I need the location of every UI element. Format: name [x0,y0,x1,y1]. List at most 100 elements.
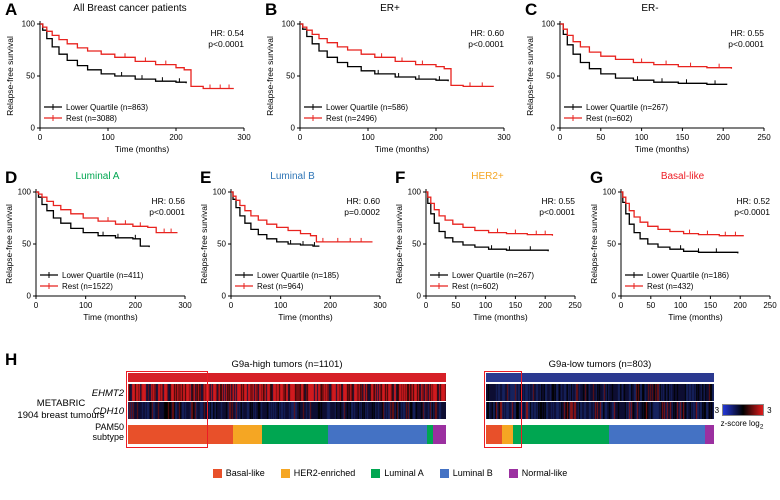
pam50-segment [513,425,610,444]
colorbar-min-label: -3 [712,405,720,415]
survival-curve-lower-quartile [425,191,549,252]
survival-curve-rest [230,191,372,243]
pam50-segment [426,425,434,444]
y-axis-label: Relapse-free survival [4,204,14,284]
pam50-segment [501,425,514,444]
x-tick-label: 100 [78,301,92,310]
hazard-ratio-text: HR: 0.52 [736,196,770,206]
legend-label: Rest (n=964) [257,282,304,291]
km-plot-F: 0 50 100 0 50 100 150 200 250 Relapse-free surviv… [394,188,582,323]
x-tick-label: 250 [763,301,777,310]
cohort-name: METABRIC [36,398,86,409]
y-axis-label: Relapse-free survival [525,36,535,116]
x-tick-label: 0 [558,133,563,142]
legend-swatch [371,468,381,478]
p-value-text: p<0.0001 [728,39,764,49]
x-axis-label: Time (months) [635,144,690,154]
survival-curve-rest [620,191,744,237]
y-tick-label: 0 [291,124,296,133]
y-tick-label: 0 [611,292,616,301]
heatmap-block-title: G9a-low tumors (n=803) [548,359,652,370]
y-tick-label: 0 [416,292,421,301]
legend-label: Rest (n=2496) [326,114,377,123]
legend-label: Lower Quartile (n=863) [66,103,148,112]
x-tick-label: 100 [635,133,649,142]
y-tick-label: 100 [17,188,31,197]
x-tick-label: 150 [508,301,522,310]
y-tick-label: 100 [602,188,616,197]
x-tick-label: 200 [717,133,731,142]
group-color-bar [128,373,446,382]
km-plot-B: 0 50 100 0 100 200 300 Relapse-free survival Tim… [265,20,511,155]
y-tick-label: 50 [412,240,421,249]
pam50-segment [232,425,262,444]
y-tick-label: 100 [407,188,421,197]
panel-title: All Breast cancer patients [73,3,187,14]
legend-item: Luminal A [371,468,424,478]
x-axis-label: Time (months) [473,312,528,322]
colorbar-caption-text: z-score log [720,419,760,428]
x-tick-label: 200 [538,301,552,310]
x-tick-label: 200 [128,301,142,310]
y-axis-label: Relapse-free survival [394,204,404,284]
km-panel-D: D Luminal A 0 50 100 0 100 200 300 Relapse-free s… [0,168,195,340]
panel-letter: F [395,168,406,187]
y-axis-label: Relapse-free survival [589,204,599,284]
panel-letter: C [525,0,538,19]
row-label-ehmt2: EHMT2 [91,388,124,399]
y-tick-label: 50 [546,72,555,81]
x-tick-label: 100 [361,133,375,142]
legend-label: Lower Quartile (n=411) [62,271,144,280]
legend-item: Normal-like [508,468,568,478]
pam50-segment [609,425,705,444]
legend-label: Rest (n=602) [586,114,633,123]
legend-label: Rest (n=432) [647,282,694,291]
pam50-segment [128,425,233,444]
x-axis-label: Time (months) [115,144,170,154]
legend-item: Luminal B [439,468,493,478]
pam50-subtype-row [128,425,446,444]
pam50-segment [433,425,446,444]
panel-title: ER+ [380,3,400,14]
x-tick-label: 200 [169,133,183,142]
legend-swatch [212,468,222,478]
legend-item: HER2-enriched [280,468,356,478]
pam50-segment [328,425,427,444]
x-axis-label: Time (months) [278,312,333,322]
x-tick-label: 150 [703,301,717,310]
pam50-segment [261,425,329,444]
y-axis-label: Relapse-free survival [199,204,209,284]
y-tick-label: 100 [22,20,36,29]
legend-swatch [508,468,518,478]
legend-swatch [439,468,449,478]
y-tick-label: 100 [212,188,226,197]
km-plot-E: 0 50 100 0 100 200 300 Relapse-free survival Tim… [199,188,387,323]
expression-row-ehmt2 [486,384,714,401]
survival-curve-lower-quartile [230,191,319,247]
x-tick-label: 300 [373,301,387,310]
legend-label: Rest (n=602) [452,282,499,291]
legend-label: Lower Quartile (n=185) [257,271,339,280]
y-tick-label: 50 [22,240,31,249]
panel-letter: G [590,168,604,187]
y-tick-label: 0 [221,292,226,301]
legend-item-label: Normal-like [521,468,568,478]
panel-letter: E [200,168,212,187]
survival-curve-lower-quartile [560,23,728,85]
hazard-ratio-text: HR: 0.54 [210,28,244,38]
x-tick-label: 150 [676,133,690,142]
expression-row-ehmt2 [128,384,446,401]
heatmap-block-g9a-high: G9a-high tumors (n=1101) [126,358,446,448]
km-panel-C: C ER- 0 50 100 0 50 100 150 200 250 Relapse-free su… [520,0,780,168]
expression-row-cdh10 [486,402,714,419]
pam50-subtype-row [486,425,714,444]
x-tick-label: 250 [757,133,771,142]
expression-row-cdh10 [128,402,446,419]
legend-item-label: HER2-enriched [293,468,356,478]
colorbar-gradient [722,404,765,416]
survival-curve-lower-quartile [300,23,449,82]
p-value-text: p<0.0001 [149,207,185,217]
row-label-pam50: PAM50 subtype [54,422,124,442]
legend-swatch [280,468,290,478]
